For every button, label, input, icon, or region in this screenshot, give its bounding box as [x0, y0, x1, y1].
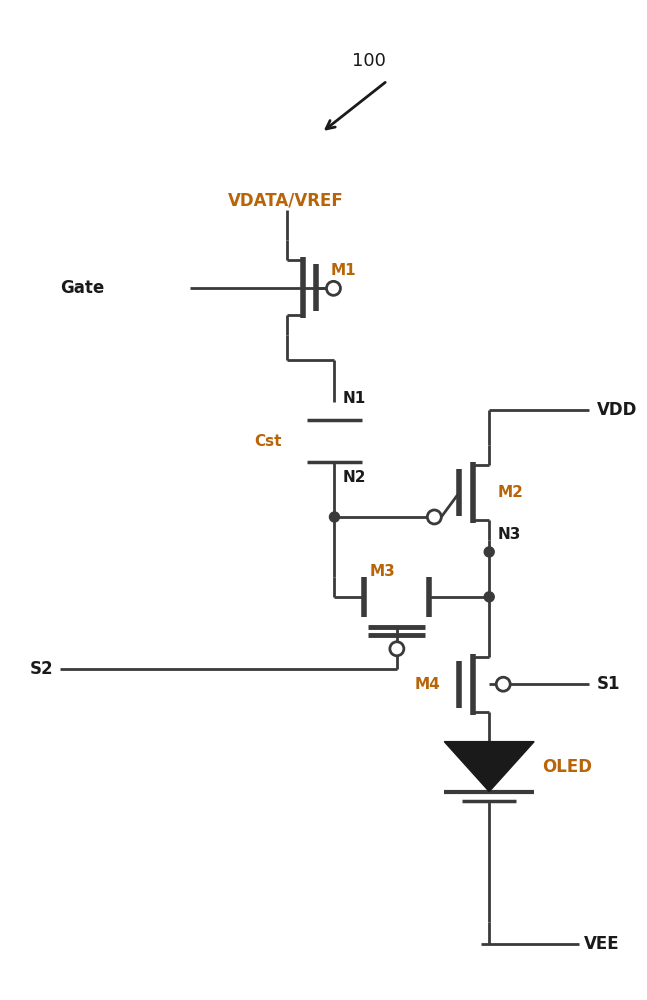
Circle shape: [484, 547, 494, 557]
Text: S2: S2: [30, 660, 54, 678]
Circle shape: [327, 281, 340, 295]
Text: VDD: VDD: [597, 401, 637, 419]
Polygon shape: [444, 742, 534, 792]
Text: VDATA/VREF: VDATA/VREF: [228, 191, 344, 209]
Circle shape: [427, 510, 441, 524]
Text: N3: N3: [497, 527, 521, 542]
Text: N1: N1: [342, 391, 366, 406]
Circle shape: [484, 592, 494, 602]
Circle shape: [329, 512, 340, 522]
Text: M1: M1: [331, 263, 356, 278]
Text: 100: 100: [353, 52, 386, 70]
Text: M4: M4: [414, 677, 440, 692]
Text: OLED: OLED: [542, 758, 592, 776]
Circle shape: [496, 677, 510, 691]
Text: M3: M3: [369, 564, 395, 579]
Text: VEE: VEE: [584, 935, 620, 953]
Text: S1: S1: [597, 675, 620, 693]
Text: Cst: Cst: [255, 434, 282, 449]
Circle shape: [390, 642, 404, 656]
Text: M2: M2: [497, 485, 523, 500]
Text: N2: N2: [342, 470, 366, 485]
Text: Gate: Gate: [60, 279, 104, 297]
